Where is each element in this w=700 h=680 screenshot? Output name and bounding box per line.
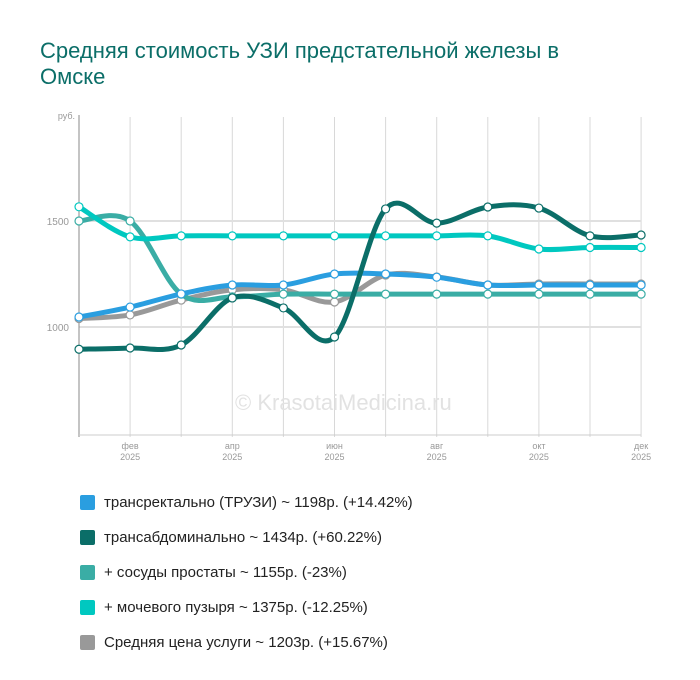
- data-point: [636, 280, 646, 290]
- data-point: [176, 289, 186, 299]
- data-point: [483, 289, 493, 299]
- data-point: [125, 302, 135, 312]
- x-tick-label: 2025: [120, 452, 140, 462]
- x-tick-label: апр: [225, 441, 240, 451]
- data-point: [329, 297, 340, 307]
- legend-label: трансабдоминально ~ 1434р. (+60.22%): [104, 529, 382, 546]
- data-point: [585, 231, 595, 241]
- legend-item[interactable]: трансректально (ТРУЗИ) ~ 1198р. (+14.42%…: [80, 485, 413, 520]
- data-point: [432, 289, 442, 299]
- legend-label: + мочевого пузыря ~ 1375р. (-12.25%): [104, 599, 368, 616]
- data-point: [483, 202, 493, 212]
- y-axis-label: руб.: [58, 111, 75, 121]
- data-point: [74, 312, 84, 322]
- data-point: [278, 289, 288, 299]
- legend-item[interactable]: трансабдоминально ~ 1434р. (+60.22%): [80, 520, 413, 555]
- data-point: [125, 310, 135, 320]
- data-point: [329, 231, 340, 241]
- x-tick-label: июн: [326, 441, 343, 451]
- legend: трансректально (ТРУЗИ) ~ 1198р. (+14.42%…: [80, 485, 413, 660]
- data-point: [636, 242, 646, 253]
- x-tick-label: 2025: [324, 452, 344, 462]
- legend-label: + сосуды простаты ~ 1155р. (-23%): [104, 564, 347, 581]
- data-point: [483, 280, 493, 290]
- data-point: [125, 343, 135, 353]
- x-tick-label: 2025: [427, 452, 447, 462]
- legend-swatch: [80, 600, 95, 615]
- x-tick-label: 2025: [631, 452, 651, 462]
- data-point: [74, 216, 84, 226]
- data-point: [534, 289, 544, 299]
- legend-swatch: [80, 530, 95, 545]
- data-point: [636, 230, 646, 240]
- data-point: [227, 231, 237, 241]
- data-point: [483, 231, 493, 241]
- data-point: [534, 244, 544, 254]
- data-point: [534, 280, 544, 290]
- data-point: [227, 293, 237, 303]
- data-point: [432, 272, 442, 282]
- data-point: [278, 231, 288, 241]
- data-point: [278, 303, 288, 313]
- chart-title: Средняя стоимость УЗИ предстательной жел…: [40, 38, 560, 89]
- line-chart: 10001500руб.фев2025апр2025июн2025авг2025…: [47, 111, 651, 462]
- legend-item[interactable]: + сосуды простаты ~ 1155р. (-23%): [80, 555, 413, 590]
- watermark: © KrasotaiMedicina.ru: [235, 390, 452, 415]
- data-point: [74, 202, 84, 212]
- x-tick-label: 2025: [222, 452, 242, 462]
- data-point: [278, 280, 288, 290]
- legend-swatch: [80, 495, 95, 510]
- x-tick-label: окт: [532, 441, 545, 451]
- data-point: [585, 242, 595, 253]
- y-tick-label: 1500: [47, 217, 70, 228]
- series-line: [76, 204, 644, 253]
- data-point: [125, 216, 135, 226]
- data-point: [329, 289, 340, 299]
- data-point: [381, 269, 391, 279]
- x-tick-label: фев: [121, 441, 138, 451]
- data-point: [381, 289, 391, 299]
- legend-label: Средняя цена услуги ~ 1203р. (+15.67%): [104, 634, 388, 651]
- data-point: [329, 332, 340, 342]
- legend-label: трансректально (ТРУЗИ) ~ 1198р. (+14.42%…: [104, 494, 413, 511]
- data-point: [534, 203, 544, 213]
- x-tick-label: авг: [430, 441, 444, 451]
- data-point: [125, 232, 135, 242]
- legend-swatch: [80, 635, 95, 650]
- y-tick-label: 1000: [47, 323, 70, 334]
- data-point: [227, 280, 237, 290]
- data-point: [636, 289, 646, 299]
- data-point: [381, 204, 391, 214]
- x-tick-label: дек: [634, 441, 648, 451]
- data-point: [176, 231, 186, 241]
- legend-item[interactable]: Средняя цена услуги ~ 1203р. (+15.67%): [80, 625, 413, 660]
- legend-swatch: [80, 565, 95, 580]
- legend-item[interactable]: + мочевого пузыря ~ 1375р. (-12.25%): [80, 590, 413, 625]
- data-point: [432, 218, 442, 228]
- data-point: [381, 231, 391, 241]
- data-point: [432, 231, 442, 241]
- data-point: [585, 289, 595, 299]
- data-point: [329, 269, 340, 279]
- data-point: [176, 340, 186, 350]
- x-tick-label: 2025: [529, 452, 549, 462]
- data-point: [585, 280, 595, 290]
- data-point: [74, 344, 84, 354]
